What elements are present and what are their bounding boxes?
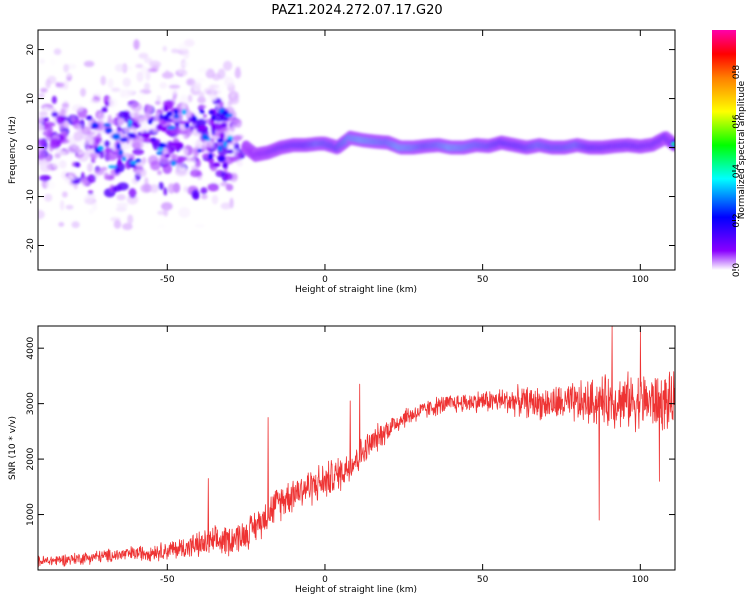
y-tick-label: 10 xyxy=(26,93,36,105)
x-tick-label: 0 xyxy=(322,575,328,585)
y-tick-label: 1000 xyxy=(26,503,36,526)
snr-frame xyxy=(37,325,676,571)
snr-axes: -50 0 50 100 1000 2000 3000 4000 xyxy=(26,326,675,585)
x-tick-label: 100 xyxy=(632,575,649,585)
snr-series-line xyxy=(38,326,675,568)
y-tick-label: 3000 xyxy=(26,392,36,415)
colorbar-gradient xyxy=(712,30,736,270)
spectrogram-body xyxy=(38,39,675,231)
spectrogram-frame xyxy=(37,29,676,271)
snr-xlabel: Height of straight line (km) xyxy=(295,585,417,595)
y-tick-label: 20 xyxy=(26,44,36,56)
colorbar-tick-label: 0.2 xyxy=(732,213,742,227)
y-tick-label: -20 xyxy=(26,238,36,253)
x-tick-label: -50 xyxy=(160,575,175,585)
x-tick-label: 50 xyxy=(477,275,489,285)
y-tick-label: 4000 xyxy=(26,336,36,359)
x-tick-label: 50 xyxy=(477,575,489,585)
snr-panel: -50 0 50 100 1000 2000 3000 4000 Height of stra… xyxy=(8,325,676,595)
colorbar-label: Normalized spectral amplitude xyxy=(737,80,747,219)
figure-title: PAZ1.2024.272.07.17.G20 xyxy=(271,3,442,18)
colorbar-tick-label: 0.0 xyxy=(732,263,742,278)
spectrogram-axes: -50 0 50 100 -20 -10 0 10 20 xyxy=(26,30,675,285)
x-tick-label: -50 xyxy=(160,275,175,285)
spectrogram-xlabel: Height of straight line (km) xyxy=(295,285,417,295)
x-tick-label: 100 xyxy=(632,275,649,285)
colorbar: 0.0 0.2 0.4 0.6 0.8 Normalized spectral ampl… xyxy=(712,30,747,277)
colorbar-tick-label: 0.8 xyxy=(732,65,742,80)
spectrogram-panel: -50 0 50 100 -20 -10 0 10 20 Height of straight … xyxy=(8,29,676,295)
colorbar-axes: 0.0 0.2 0.4 0.6 0.8 xyxy=(732,65,742,278)
y-tick-label: -10 xyxy=(26,189,36,204)
y-tick-label: 0 xyxy=(26,144,36,150)
x-tick-label: 0 xyxy=(322,275,328,285)
colorbar-tick-label: 0.4 xyxy=(732,164,742,179)
colorbar-tick-label: 0.6 xyxy=(732,114,742,129)
y-tick-label: 2000 xyxy=(26,447,36,470)
snr-ylabel: SNR (10 * v/v) xyxy=(8,416,18,480)
snr-body xyxy=(38,326,675,568)
spectrogram-ylabel: Frequency (Hz) xyxy=(8,116,18,184)
